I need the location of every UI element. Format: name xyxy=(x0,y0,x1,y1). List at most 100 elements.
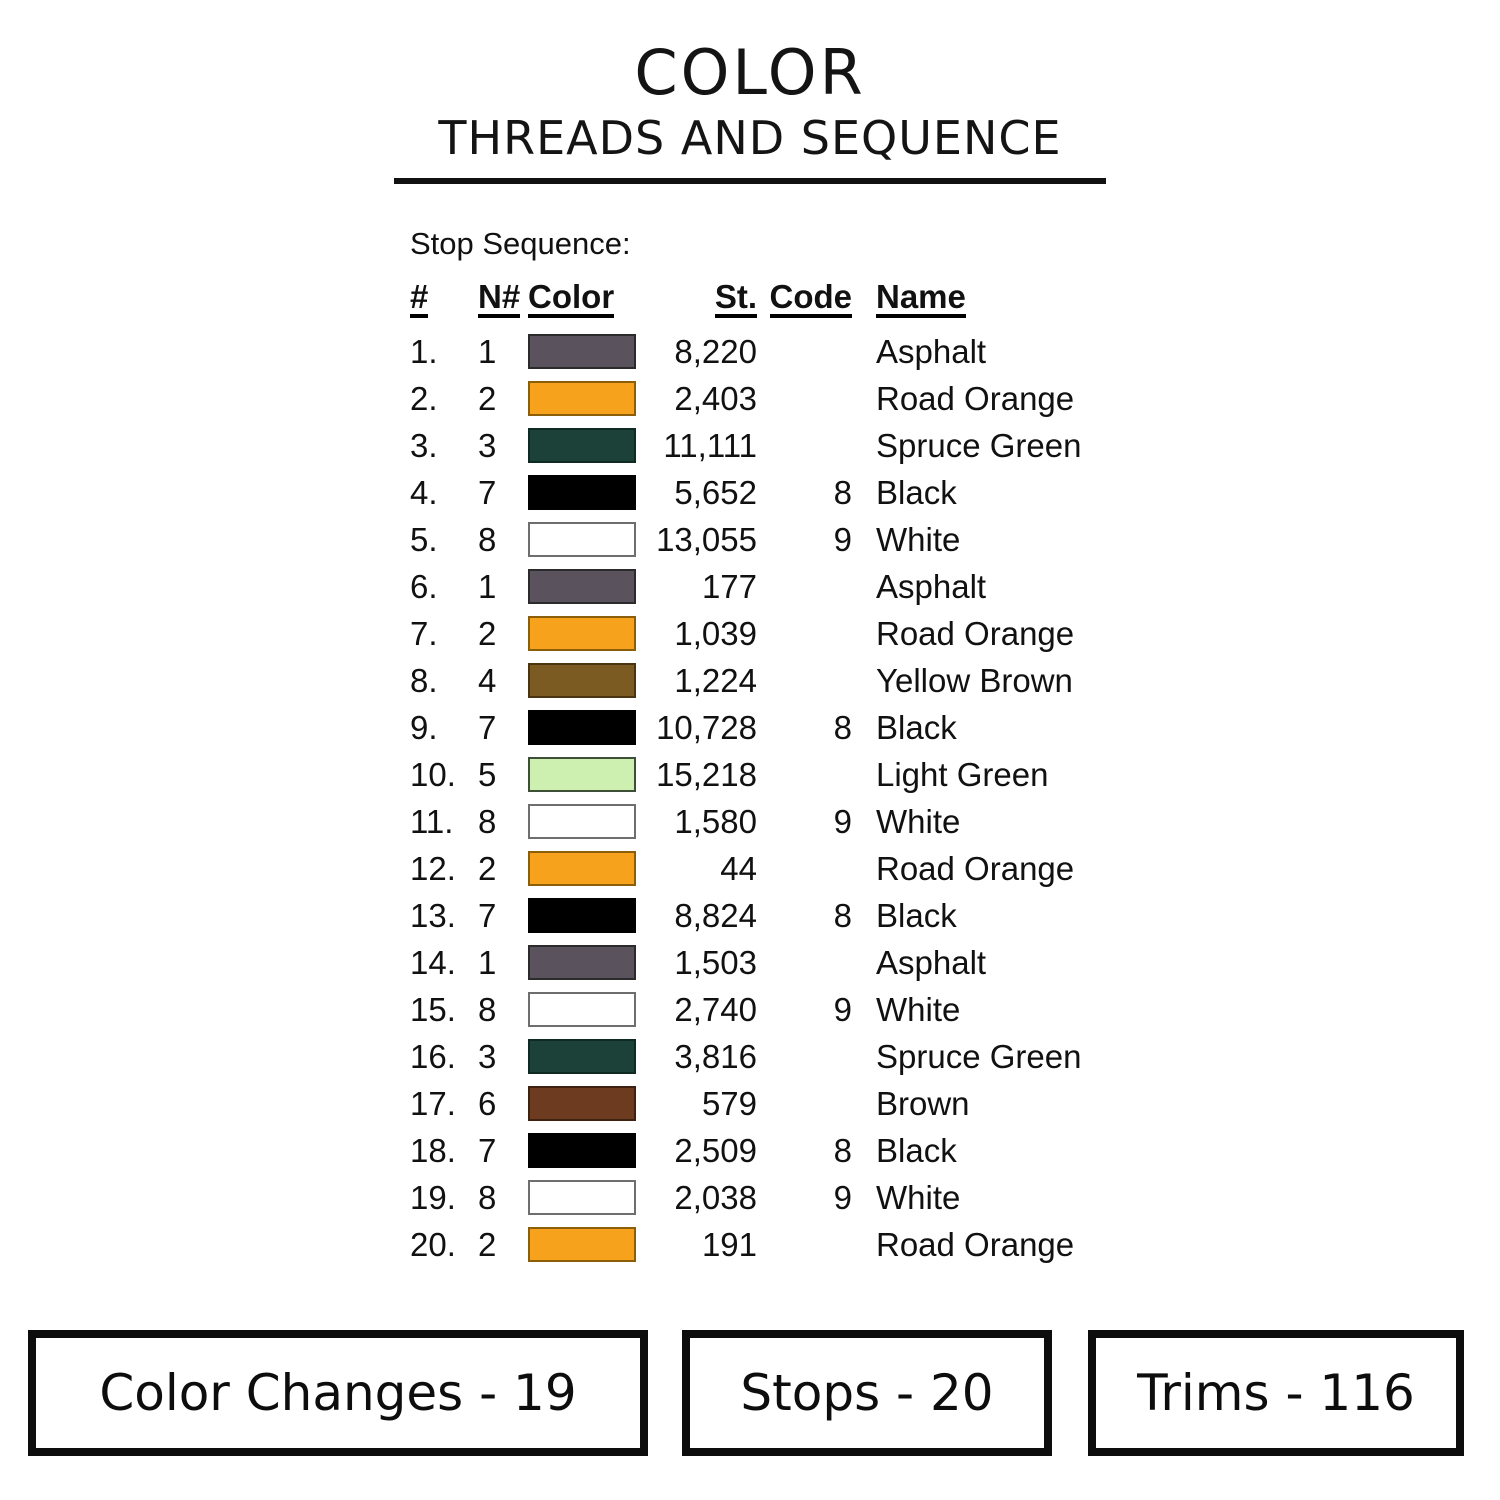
color-name: White xyxy=(876,990,961,1028)
summary-box-stops: Stops - 20 xyxy=(682,1330,1052,1456)
needle-number: 2 xyxy=(478,614,497,652)
stop-sequence-label: Stop Sequence: xyxy=(410,226,631,261)
needle-number: 5 xyxy=(478,755,497,793)
row-number: 9. xyxy=(410,708,438,746)
title-underline xyxy=(394,177,1106,184)
row-number: 18. xyxy=(410,1131,456,1169)
stitch-count: 177 xyxy=(701,567,757,605)
stitch-count: 8,220 xyxy=(674,332,757,370)
stitch-count: 8,824 xyxy=(674,896,757,934)
color-name: Asphalt xyxy=(876,567,987,605)
color-changes-label: Color Changes - 19 xyxy=(99,1364,577,1422)
color-name: Road Orange xyxy=(876,1225,1075,1263)
table-row: 10. 5 15,218 Light Green xyxy=(410,751,1110,798)
color-swatch xyxy=(528,334,636,369)
color-name: Black xyxy=(876,708,957,746)
color-swatch xyxy=(528,945,636,980)
color-swatch xyxy=(528,851,636,886)
needle-number: 8 xyxy=(478,520,497,558)
color-swatch-cell xyxy=(528,1086,638,1121)
color-swatch xyxy=(528,475,636,510)
row-number: 2. xyxy=(410,379,438,417)
summary-box-trims: Trims - 116 xyxy=(1088,1330,1464,1456)
column-header-stitches: St. xyxy=(638,278,757,318)
color-code: 8 xyxy=(833,473,852,511)
color-swatch-cell xyxy=(528,757,638,792)
color-swatch xyxy=(528,710,636,745)
needle-number: 6 xyxy=(478,1084,497,1122)
stitch-count: 1,580 xyxy=(674,802,757,840)
row-number: 12. xyxy=(410,849,456,887)
table-row: 3. 3 11,111 Spruce Green xyxy=(410,422,1110,469)
stops-label: Stops - 20 xyxy=(740,1364,994,1422)
table-row: 14. 1 1,503 Asphalt xyxy=(410,939,1110,986)
stitch-count: 10,728 xyxy=(656,708,757,746)
color-swatch-cell xyxy=(528,334,638,369)
color-name: Asphalt xyxy=(876,332,987,370)
color-code: 9 xyxy=(833,990,852,1028)
row-number: 7. xyxy=(410,614,438,652)
stop-sequence-section: Stop Sequence: # N# Color St. Code Name … xyxy=(410,226,1110,1268)
color-swatch-cell xyxy=(528,1180,638,1215)
color-swatch-cell xyxy=(528,475,638,510)
needle-number: 1 xyxy=(478,332,497,370)
trims-label: Trims - 116 xyxy=(1137,1364,1415,1422)
color-swatch xyxy=(528,569,636,604)
color-name: White xyxy=(876,520,961,558)
needle-number: 7 xyxy=(478,1131,497,1169)
color-swatch-cell xyxy=(528,1039,638,1074)
needle-number: 1 xyxy=(478,567,497,605)
color-name: Yellow Brown xyxy=(876,661,1073,699)
needle-number: 7 xyxy=(478,473,497,511)
color-name: Spruce Green xyxy=(876,426,1082,464)
needle-number: 3 xyxy=(478,426,497,464)
stitch-count: 2,740 xyxy=(674,990,757,1028)
color-swatch xyxy=(528,616,636,651)
stitch-count: 1,039 xyxy=(674,614,757,652)
needle-number: 1 xyxy=(478,943,497,981)
color-name: Black xyxy=(876,896,957,934)
color-swatch-cell xyxy=(528,569,638,604)
table-row: 6. 1 177 Asphalt xyxy=(410,563,1110,610)
column-header-number: # xyxy=(410,278,478,318)
table-row: 20. 2 191 Road Orange xyxy=(410,1221,1110,1268)
column-header-needle: N# xyxy=(478,278,528,318)
color-swatch xyxy=(528,522,636,557)
color-name: Spruce Green xyxy=(876,1037,1082,1075)
table-row: 9. 7 10,728 8 Black xyxy=(410,704,1110,751)
row-number: 20. xyxy=(410,1225,456,1263)
stitch-count: 1,503 xyxy=(674,943,757,981)
page-subtitle: THREADS AND SEQUENCE xyxy=(438,111,1062,166)
color-swatch-cell xyxy=(528,851,638,886)
color-name: Road Orange xyxy=(876,614,1075,652)
color-swatch-cell xyxy=(528,1133,638,1168)
row-number: 5. xyxy=(410,520,438,558)
needle-number: 2 xyxy=(478,849,497,887)
color-swatch-cell xyxy=(528,381,638,416)
row-number: 15. xyxy=(410,990,456,1028)
table-row: 8. 4 1,224 Yellow Brown xyxy=(410,657,1110,704)
table-row: 7. 2 1,039 Road Orange xyxy=(410,610,1110,657)
row-number: 13. xyxy=(410,896,456,934)
color-swatch xyxy=(528,757,636,792)
row-number: 10. xyxy=(410,755,456,793)
table-row: 4. 7 5,652 8 Black xyxy=(410,469,1110,516)
color-swatch-cell xyxy=(528,1227,638,1262)
color-code: 8 xyxy=(833,896,852,934)
page-title: COLOR xyxy=(634,36,866,109)
color-swatch-cell xyxy=(528,663,638,698)
row-number: 4. xyxy=(410,473,438,511)
table-row: 19. 8 2,038 9 White xyxy=(410,1174,1110,1221)
table-row: 16. 3 3,816 Spruce Green xyxy=(410,1033,1110,1080)
color-swatch-cell xyxy=(528,898,638,933)
color-swatch xyxy=(528,1039,636,1074)
row-number: 19. xyxy=(410,1178,456,1216)
color-swatch xyxy=(528,898,636,933)
stitch-count: 13,055 xyxy=(656,520,757,558)
table-row: 18. 7 2,509 8 Black xyxy=(410,1127,1110,1174)
color-name: Black xyxy=(876,473,957,511)
needle-number: 8 xyxy=(478,990,497,1028)
color-swatch-cell xyxy=(528,616,638,651)
needle-number: 8 xyxy=(478,802,497,840)
